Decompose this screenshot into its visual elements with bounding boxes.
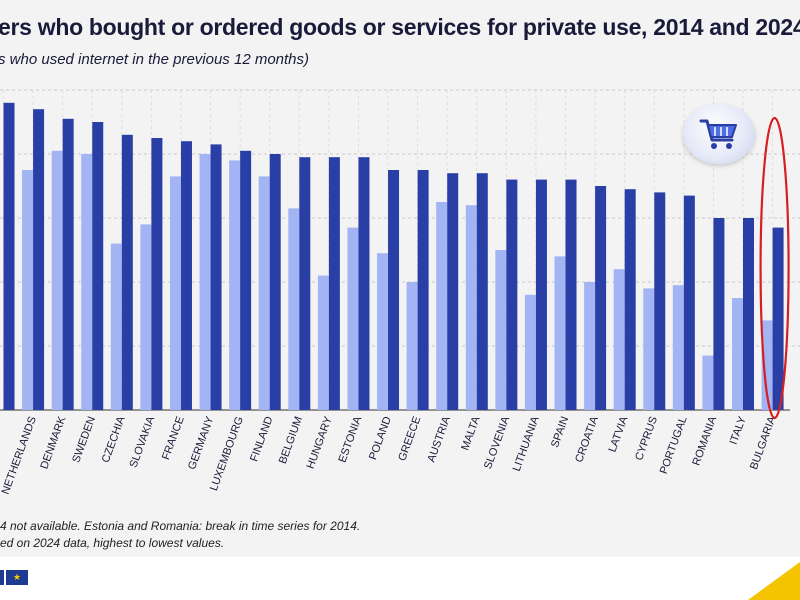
category-label-croatia: CROATIA	[573, 414, 601, 464]
bar-2014-luxembourg	[229, 160, 241, 410]
bar-2014-malta	[465, 205, 477, 410]
category-label-portugal: PORTUGAL	[658, 415, 690, 476]
category-label-bulgaria: BULGARIA	[748, 414, 779, 471]
bar-2024-lithuania	[535, 179, 547, 410]
bar-2024-netherlands	[33, 109, 45, 410]
shopping-cart-badge	[683, 104, 755, 164]
bar-2024-denmark	[62, 118, 74, 411]
bar-2024-croatia	[595, 186, 607, 410]
bar-2024-bulgaria	[772, 227, 784, 410]
bar-2014-germany	[199, 154, 211, 410]
bar-2014-lithuania	[524, 294, 536, 410]
bar-2024-germany	[210, 144, 222, 410]
bars	[3, 102, 784, 411]
note-line-2: ed on 2024 data, highest to lowest value…	[0, 536, 225, 550]
category-label-spain: SPAIN	[549, 415, 571, 449]
category-label-italy: ITALY	[728, 414, 749, 446]
category-label-poland: POLAND	[367, 415, 394, 462]
category-label-netherlands: NETHERLANDS	[0, 415, 39, 496]
category-label-latvia: LATVIA	[607, 414, 631, 454]
bar-2014-netherlands	[22, 170, 34, 410]
bar-2024-romania	[713, 218, 725, 410]
bar-2024-slovenia	[506, 179, 518, 410]
category-label-germany: GERMANY	[186, 414, 217, 471]
category-label-greece: GREECE	[396, 415, 423, 463]
bar-2014-france	[169, 176, 181, 410]
bar-2024-hungary	[328, 157, 340, 410]
bar-2014-bulgaria	[761, 320, 773, 410]
bar-2024-finland	[269, 154, 281, 410]
bar-chart: NETHERLANDS DENMARK SWEDEN CZECHIA SLOVAKIA F…	[0, 89, 800, 496]
bar-2024-belgium	[299, 157, 311, 410]
bar-2014-denmark	[51, 150, 63, 411]
bar-2014-hungary	[317, 275, 329, 410]
bar-2014-spain	[554, 256, 566, 410]
category-label-austria: AUSTRIA	[425, 414, 453, 464]
eu-flag-icon: ★	[6, 570, 28, 585]
chart-notes: 4 not available. Estonia and Romania: br…	[0, 518, 360, 552]
bar-2024-poland	[388, 170, 400, 410]
category-label-sweden: SWEDEN	[70, 415, 98, 465]
category-label-lithuania: LITHUANIA	[511, 414, 542, 473]
bar-2014-austria	[436, 202, 448, 410]
bar-2014-romania	[702, 355, 714, 410]
bar-2024-estonia	[358, 157, 370, 410]
category-label-denmark: DENMARK	[38, 414, 68, 470]
category-label-slovakia: SLOVAKIA	[128, 414, 158, 469]
bar-2024-luxembourg	[240, 150, 252, 411]
bar-2014-finland	[258, 176, 270, 410]
bar-2024-austria	[447, 173, 459, 410]
bar-2014-sweden	[81, 154, 93, 410]
bar-2024-greece	[417, 170, 429, 410]
bar-2014-slovenia	[495, 250, 507, 410]
bar-2014-greece	[406, 282, 418, 410]
bar-2014-cyprus	[643, 288, 655, 410]
bar-2014-czechia	[110, 243, 122, 410]
bar-2014-italy	[732, 298, 743, 410]
bar-2014-belgium	[288, 208, 300, 410]
bar-2024-czechia	[121, 134, 133, 411]
highlight-overlay	[759, 116, 790, 420]
note-line-1: 4 not available. Estonia and Romania: br…	[0, 519, 361, 533]
corner-accent	[748, 562, 800, 600]
bar-2024-italy	[743, 218, 754, 410]
category-label-finland: FINLAND	[248, 415, 275, 463]
bar-2024-slovakia	[151, 138, 163, 410]
bar-2024-first	[3, 102, 15, 411]
category-label-belgium: BELGIUM	[277, 415, 305, 466]
footer-bar: ★	[0, 557, 800, 600]
bar-2024-cyprus	[654, 192, 666, 410]
category-label-czechia: CZECHIA	[100, 414, 128, 464]
bar-2024-france	[180, 141, 192, 410]
bar-2024-malta	[476, 173, 488, 410]
bar-2024-latvia	[624, 189, 636, 410]
category-label-france: FRANCE	[160, 415, 187, 462]
eurostat-logo-fragment	[0, 570, 4, 585]
bar-2014-latvia	[613, 269, 625, 410]
category-label-estonia: ESTONIA	[337, 414, 365, 464]
category-labels: NETHERLANDS DENMARK SWEDEN CZECHIA SLOVAKIA F…	[0, 414, 779, 496]
category-label-slovenia: SLOVENIA	[482, 414, 512, 470]
bar-2024-spain	[565, 179, 577, 410]
category-label-malta: MALTA	[459, 414, 482, 452]
bar-2014-slovakia	[140, 224, 152, 410]
category-label-cyprus: CYPRUS	[633, 415, 660, 462]
bar-2024-sweden	[92, 122, 104, 410]
bar-2014-portugal	[672, 285, 684, 410]
chart-subtitle: s who used internet in the previous 12 m…	[0, 51, 310, 68]
bar-2024-portugal	[683, 195, 695, 410]
bar-2014-poland	[377, 253, 389, 410]
shopping-cart-icon	[699, 119, 737, 149]
bar-2014-estonia	[347, 227, 359, 410]
bar-2014-croatia	[584, 282, 596, 410]
category-label-romania: ROMANIA	[690, 414, 719, 467]
chart-title: ers who bought or ordered goods or servi…	[0, 14, 800, 40]
highlight-ellipse-bulgaria	[759, 116, 790, 420]
category-label-hungary: HUNGARY	[305, 414, 335, 470]
